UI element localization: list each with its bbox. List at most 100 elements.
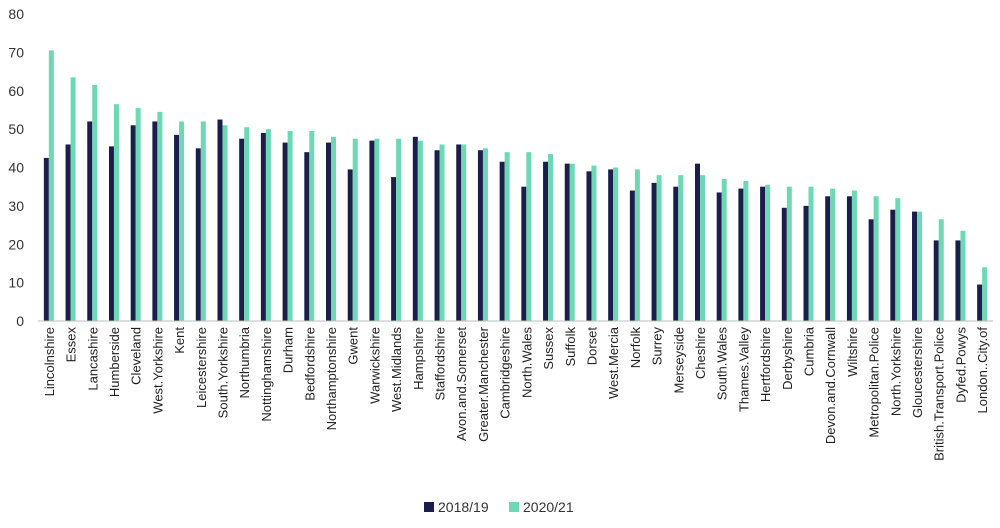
bar-2020-21-cambridgeshire [504,152,510,321]
y-tick-label: 0 [16,313,24,329]
bar-2018-19-hertfordshire [760,186,766,321]
bar-2020-21-durham [287,131,293,321]
x-tick-label: South.Yorkshire [215,327,230,418]
x-tick-label: Suffolk [563,327,578,367]
x-tick-label: Devon.and.Cornwall [823,327,838,444]
x-tick-label: Bedfordshire [302,327,317,401]
x-tick-label: Humberside [107,327,122,397]
x-tick-label: Hertfordshire [758,327,773,402]
bar-2020-21-greater-manchester [482,148,488,321]
x-tick-label: Thames.Valley [736,327,751,413]
bar-2020-21-dorset [591,165,597,321]
bar-2018-19-greater-manchester [477,150,483,321]
bar-2018-19-cheshire [694,163,700,321]
legend-swatch-2018-19 [424,502,434,512]
bar-2020-21-lincolnshire [48,50,54,322]
bar-2018-19-bedfordshire [304,152,310,321]
bar-2020-21-dyfed-powys [960,230,966,321]
bar-2018-19-suffolk [564,163,570,321]
bar-2018-19-west-midlands [391,177,397,321]
bar-2018-19-lincolnshire [43,157,49,321]
bar-2020-21-surrey [656,175,662,321]
y-axis: 0 10 20 30 40 50 60 70 80 [8,6,24,329]
bar-2020-21-north-yorkshire [895,198,901,321]
x-axis-labels: Lincolnshire Essex Lancashire Humberside Cle… [42,326,990,461]
bar-2020-21-northumbria [244,127,250,321]
bar-2020-21-north-wales [526,152,532,321]
bar-2018-19-british-transport-police [933,240,939,321]
x-tick-label: Warwickshire [367,327,382,404]
x-tick-label: Norfolk [628,327,643,369]
bar-2020-21-derbyshire [786,186,792,321]
legend-label-2018-19: 2018/19 [438,499,489,515]
x-tick-label: Essex [64,327,79,363]
bar-2020-21-west-yorkshire [157,111,163,321]
bar-2020-21-cheshire [699,175,705,321]
bar-2018-19-essex [65,144,71,321]
y-tick-label: 30 [8,198,24,214]
y-tick-label: 80 [8,6,24,22]
x-tick-label: Metropolitan.Police [867,327,882,438]
y-tick-label: 70 [8,44,24,60]
bar-2020-21-suffolk [569,163,575,321]
bar-2018-19-lancashire [87,121,93,321]
y-tick-label: 60 [8,83,24,99]
x-tick-label: Sussex [541,327,556,370]
x-tick-label: London..City.of [975,327,990,414]
x-tick-label: West.Yorkshire [150,327,165,414]
bar-2018-19-north-yorkshire [890,209,896,321]
legend: 2018/19 2020/21 [424,499,574,515]
bar-2018-19-west-yorkshire [152,121,158,321]
bar-2020-21-london--city-of [982,267,988,321]
bar-2020-21-warwickshire [374,138,380,321]
bar-2020-21-northamptonshire [331,136,337,321]
bar-2018-19-metropolitan-police [868,219,874,321]
bar-2018-19-northumbria [239,138,245,321]
bar-2020-21-cleveland [135,108,141,321]
x-tick-label: Cambridgeshire [498,327,513,419]
bar-2020-21-nottinghamshire [265,129,271,321]
x-tick-label: Gwent [346,327,361,365]
x-tick-label: Nottinghamshire [259,327,274,422]
bar-2018-19-thames-valley [738,188,744,321]
bar-2020-21-gwent [352,138,358,321]
x-tick-label: South.Wales [715,327,730,401]
bar-2018-19-durham [282,142,288,321]
bar-2020-21-avon-and-somerset [461,144,467,321]
bar-2020-21-kent [179,121,185,321]
x-tick-label: Derbyshire [780,327,795,390]
x-tick-label: Kent [172,327,187,354]
bar-2018-19-south-yorkshire [217,119,223,321]
x-tick-label: Staffordshire [433,327,448,400]
bar-2018-19-leicestershire [195,148,201,321]
x-tick-label: Greater.Manchester [476,326,491,442]
bar-2018-19-gwent [347,169,353,321]
bar-2020-21-cumbria [808,186,814,321]
x-tick-label: Hampshire [411,327,426,390]
bar-2020-21-leicestershire [200,121,206,321]
bar-2018-19-norfolk [629,190,635,321]
bar-2018-19-cleveland [130,125,136,321]
x-tick-label: Northamptonshire [324,327,339,430]
bars [43,50,988,322]
bar-2020-21-norfolk [634,169,640,321]
bar-2018-19-devon-and-cornwall [825,196,831,321]
bar-2020-21-sussex [548,154,554,321]
bar-2018-19-dyfed-powys [955,240,961,321]
x-tick-label: Durham [281,327,296,373]
bar-2020-21-gloucestershire [917,211,923,321]
legend-label-2020-21: 2020/21 [523,499,574,515]
x-tick-label: North.Yorkshire [888,327,903,416]
x-tick-label: Lincolnshire [42,327,57,396]
bar-2020-21-british-transport-police [938,219,944,321]
bar-2020-21-south-wales [721,179,727,321]
bar-2020-21-thames-valley [743,180,749,321]
bar-2020-21-lancashire [92,84,98,322]
x-tick-label: Cleveland [129,327,144,385]
bar-2020-21-west-mercia [613,167,619,321]
bar-2018-19-cambridgeshire [499,161,505,321]
bar-2018-19-derbyshire [781,207,787,321]
y-tick-label: 40 [8,160,24,176]
bar-2020-21-west-midlands [396,138,402,321]
